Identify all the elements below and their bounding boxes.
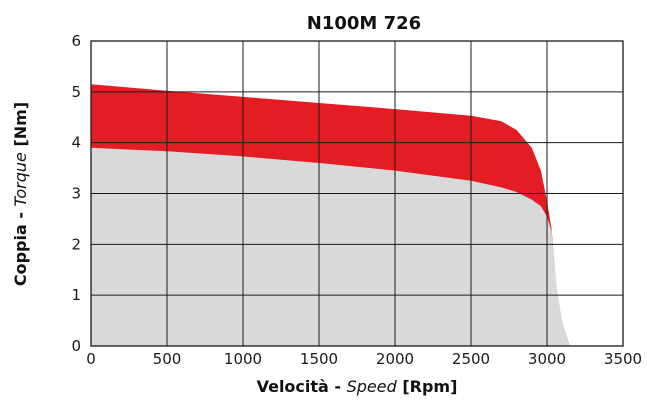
y-tick-label: 4 [71,134,81,152]
x-axis-label-italic: Speed [347,377,398,396]
y-tick-labels: 0 1 2 3 4 5 6 [71,32,81,355]
y-axis-label: Coppia - Torque [Nm] [11,102,30,286]
x-tick-label: 2500 [452,350,490,368]
x-tick-label: 0 [86,350,96,368]
y-axis-label-suffix: [Nm] [11,102,30,152]
x-tick-label: 3500 [604,350,642,368]
x-axis-label-suffix: [Rpm] [397,377,458,396]
y-tick-label: 6 [71,32,81,50]
y-tick-label: 1 [71,286,81,304]
x-tick-label: 1500 [300,350,338,368]
chart-title: N100M 726 [307,13,421,34]
x-axis-label: Velocità - Speed [Rpm] [257,377,458,396]
y-tick-label: 2 [71,235,81,253]
y-tick-label: 3 [71,185,81,203]
x-axis-label-prefix: Velocità - [257,377,347,396]
y-axis-label-italic: Torque [11,152,30,206]
y-axis-label-prefix: Coppia - [11,206,30,286]
x-tick-label: 3000 [528,350,566,368]
x-tick-label: 2000 [376,350,414,368]
x-tick-labels: 0 500 1000 1500 2000 2500 3000 3500 [86,350,642,368]
gridlines [91,41,623,346]
x-tick-label: 1000 [224,350,262,368]
y-tick-label: 5 [71,83,81,101]
x-tick-label: 500 [153,350,182,368]
plot-areas [91,84,570,346]
plot-frame [90,40,624,347]
y-tick-label: 0 [71,337,81,355]
series-area-2 [91,147,570,346]
